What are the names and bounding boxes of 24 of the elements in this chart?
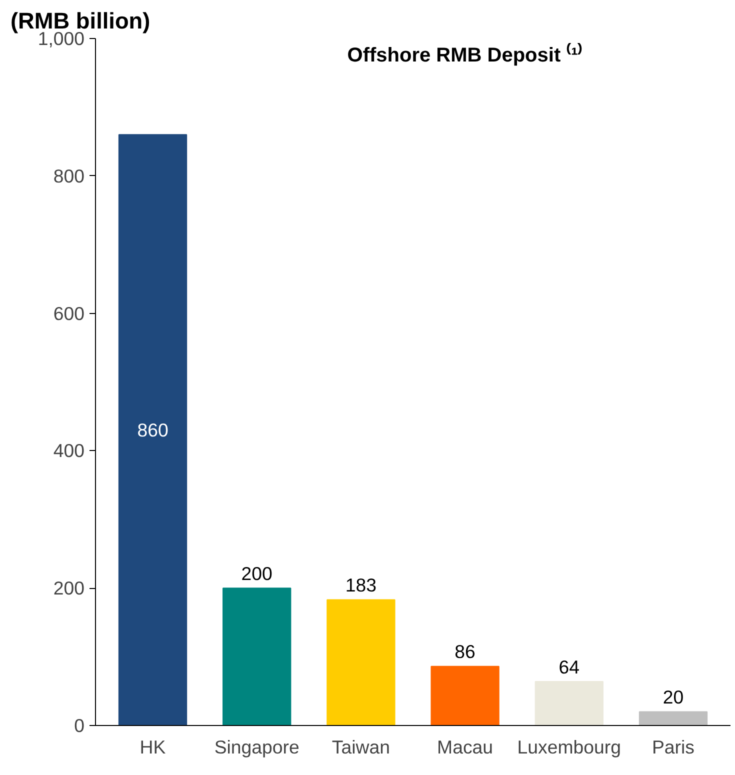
- data-label: 860: [137, 420, 168, 441]
- x-tick-label: Paris: [652, 736, 695, 758]
- bar: [638, 711, 708, 726]
- chart-title: Offshore RMB Deposit ⁽¹⁾: [347, 42, 583, 67]
- y-tick-label: 800: [53, 165, 85, 186]
- bar: [222, 588, 292, 726]
- bar: [118, 134, 188, 726]
- data-label: 64: [558, 656, 580, 678]
- x-tick-label: Taiwan: [332, 736, 390, 758]
- y-tick-label: 0: [74, 715, 85, 736]
- x-tick-label: Macau: [437, 736, 494, 758]
- y-tick-label: 200: [53, 578, 85, 599]
- data-label: 86: [454, 641, 476, 662]
- bar: [534, 681, 604, 726]
- data-label: 200: [241, 562, 272, 584]
- bar: [430, 666, 500, 726]
- data-label: 20: [662, 686, 684, 708]
- y-tick-label: 400: [53, 440, 85, 462]
- data-label: 183: [345, 574, 377, 596]
- y-tick-label: 600: [53, 302, 85, 324]
- x-tick-label: Luxembourg: [517, 736, 622, 758]
- x-tick-label: Singapore: [214, 736, 300, 758]
- bar: [326, 599, 396, 726]
- x-tick-label: HK: [140, 736, 166, 758]
